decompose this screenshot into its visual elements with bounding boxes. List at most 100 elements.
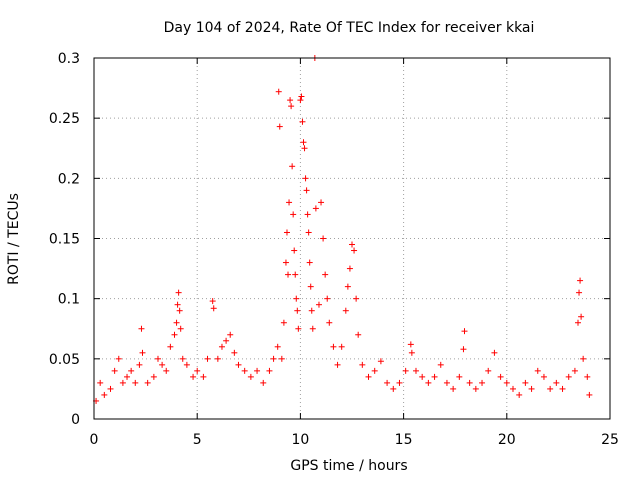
data-point [575,319,582,326]
data-point [412,367,419,374]
data-point [425,379,432,386]
data-point [175,289,182,296]
data-point [559,385,566,392]
chart-title: Day 104 of 2024, Rate Of TEC Index for r… [164,20,535,36]
data-point [209,298,216,305]
data-point [190,373,197,380]
data-point [460,346,467,353]
data-point [472,385,479,392]
data-point [291,247,298,254]
y-tick-label: 0.3 [58,51,80,67]
data-point [286,199,293,206]
data-point [461,328,468,335]
data-point [547,385,554,392]
data-point [101,391,108,398]
data-point [235,361,242,368]
data-point [292,271,299,278]
data-point [214,355,221,362]
data-point [578,313,585,320]
data-point [280,319,287,326]
data-point [177,325,184,332]
data-point [124,373,131,380]
data-point [351,247,358,254]
data-point [289,163,296,170]
data-point [119,379,126,386]
data-point [290,211,297,218]
x-tick-label: 25 [601,432,619,448]
x-tick-label: 15 [395,432,413,448]
data-point [485,367,492,374]
data-point [522,379,529,386]
data-point [407,341,414,348]
data-point [353,295,360,302]
data-point [371,367,378,374]
data-point [491,349,498,356]
y-tick-label: 0.05 [49,352,80,368]
data-point [305,229,312,236]
data-point [419,373,426,380]
data-point [309,325,316,332]
data-point [346,265,353,272]
data-point [298,93,305,100]
data-point [194,367,201,374]
data-point [308,307,315,314]
data-point [107,385,114,392]
data-point [285,271,292,278]
data-point [338,343,345,350]
y-tick-label: 0 [71,412,80,428]
data-point [266,367,273,374]
y-tick-label: 0.2 [58,171,80,187]
data-point [408,349,415,356]
data-point [516,391,523,398]
data-point [304,211,311,218]
data-point [231,349,238,356]
data-point [503,379,510,386]
data-point [163,367,170,374]
data-point [283,229,290,236]
data-point [580,355,587,362]
data-point [307,283,314,290]
data-point [218,343,225,350]
data-point [270,355,277,362]
data-point [359,361,366,368]
data-point [322,271,329,278]
data-point [390,385,397,392]
data-point [344,283,351,290]
data-point [297,97,304,104]
data-point [275,88,282,95]
y-tick-label: 0.15 [49,232,80,248]
data-point [528,385,535,392]
y-tick-label: 0.1 [58,292,80,308]
data-point [320,235,327,242]
data-point [302,175,309,182]
y-tick-label: 0.25 [49,111,80,127]
data-point [288,103,295,110]
data-point [402,367,409,374]
data-point [278,355,285,362]
data-point [299,118,306,125]
data-point [365,373,372,380]
y-axis-label: ROTI / TECUs [6,193,22,285]
data-point [534,367,541,374]
data-point [115,355,122,362]
data-point [330,343,337,350]
data-point [318,199,325,206]
data-point [293,295,300,302]
data-point [154,355,161,362]
data-point [396,379,403,386]
data-point [174,301,181,308]
data-point [138,325,145,332]
data-point [334,361,341,368]
data-point [247,373,254,380]
data-point [150,373,157,380]
data-point [306,259,313,266]
data-point [466,379,473,386]
data-point [576,289,583,296]
data-point [303,187,310,194]
data-point [97,379,104,386]
data-point [204,355,211,362]
data-point [312,205,319,212]
data-point [315,301,322,308]
data-point [144,379,151,386]
